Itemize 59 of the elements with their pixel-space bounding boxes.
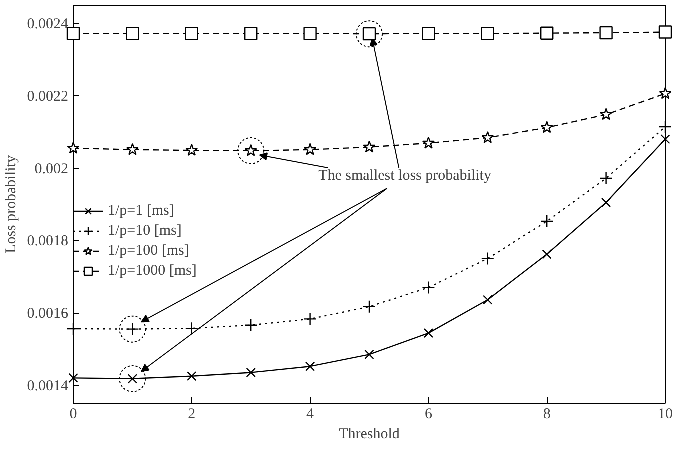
point <box>186 144 198 156</box>
point <box>483 295 493 305</box>
y-tick-label: 0.0014 <box>27 378 69 394</box>
point <box>244 318 258 332</box>
legend-label: 1/p=100 [ms] <box>108 242 190 260</box>
y-tick-label: 0.0018 <box>27 234 68 250</box>
y-tick-label: 0.002 <box>34 161 68 178</box>
point <box>304 143 317 156</box>
point <box>540 214 554 228</box>
legend-label: 1/p=1 [ms] <box>108 202 174 220</box>
point <box>481 252 494 266</box>
point <box>600 26 613 40</box>
x-tick-label: 4 <box>306 406 315 422</box>
point <box>542 250 552 260</box>
point <box>305 362 316 372</box>
point <box>363 140 376 153</box>
point <box>244 27 258 40</box>
x-tick-label: 0 <box>70 406 78 422</box>
point <box>126 143 140 156</box>
annotation: The smallest loss probability <box>318 168 492 184</box>
legend-label: 1/p=1000 [ms] <box>108 262 197 280</box>
point <box>601 198 612 208</box>
point <box>424 328 434 338</box>
point <box>304 27 317 40</box>
point <box>126 27 140 40</box>
x-tick-label: 2 <box>188 406 196 422</box>
point <box>67 142 80 154</box>
point <box>658 120 672 134</box>
point <box>422 281 436 294</box>
point <box>185 27 198 40</box>
legend-label: 1/p=10 [ms] <box>108 222 182 240</box>
point <box>540 26 554 40</box>
point <box>362 300 376 314</box>
point <box>304 312 317 326</box>
point <box>187 372 197 382</box>
y-tick-label: 0.0022 <box>27 88 68 105</box>
point <box>659 87 672 100</box>
point <box>660 134 670 144</box>
point <box>68 373 78 384</box>
point <box>422 136 436 149</box>
y-tick-label: 0.0016 <box>27 306 69 322</box>
point <box>66 27 80 40</box>
point <box>482 131 494 144</box>
y-tick-label: 0.0024 <box>27 16 69 33</box>
point <box>246 368 256 378</box>
x-tick-label: 6 <box>424 406 433 422</box>
point <box>540 121 554 134</box>
x-tick-label: 8 <box>543 406 551 422</box>
point <box>364 350 374 360</box>
point <box>481 27 494 40</box>
point <box>66 322 80 336</box>
y-axis-title: Loss probability <box>3 155 20 254</box>
point <box>422 27 436 40</box>
x-axis-title: Threshold <box>339 426 400 442</box>
x-tick-label: 10 <box>658 406 673 422</box>
point <box>600 108 613 120</box>
point <box>658 26 672 39</box>
point <box>600 172 613 186</box>
point <box>185 322 198 336</box>
